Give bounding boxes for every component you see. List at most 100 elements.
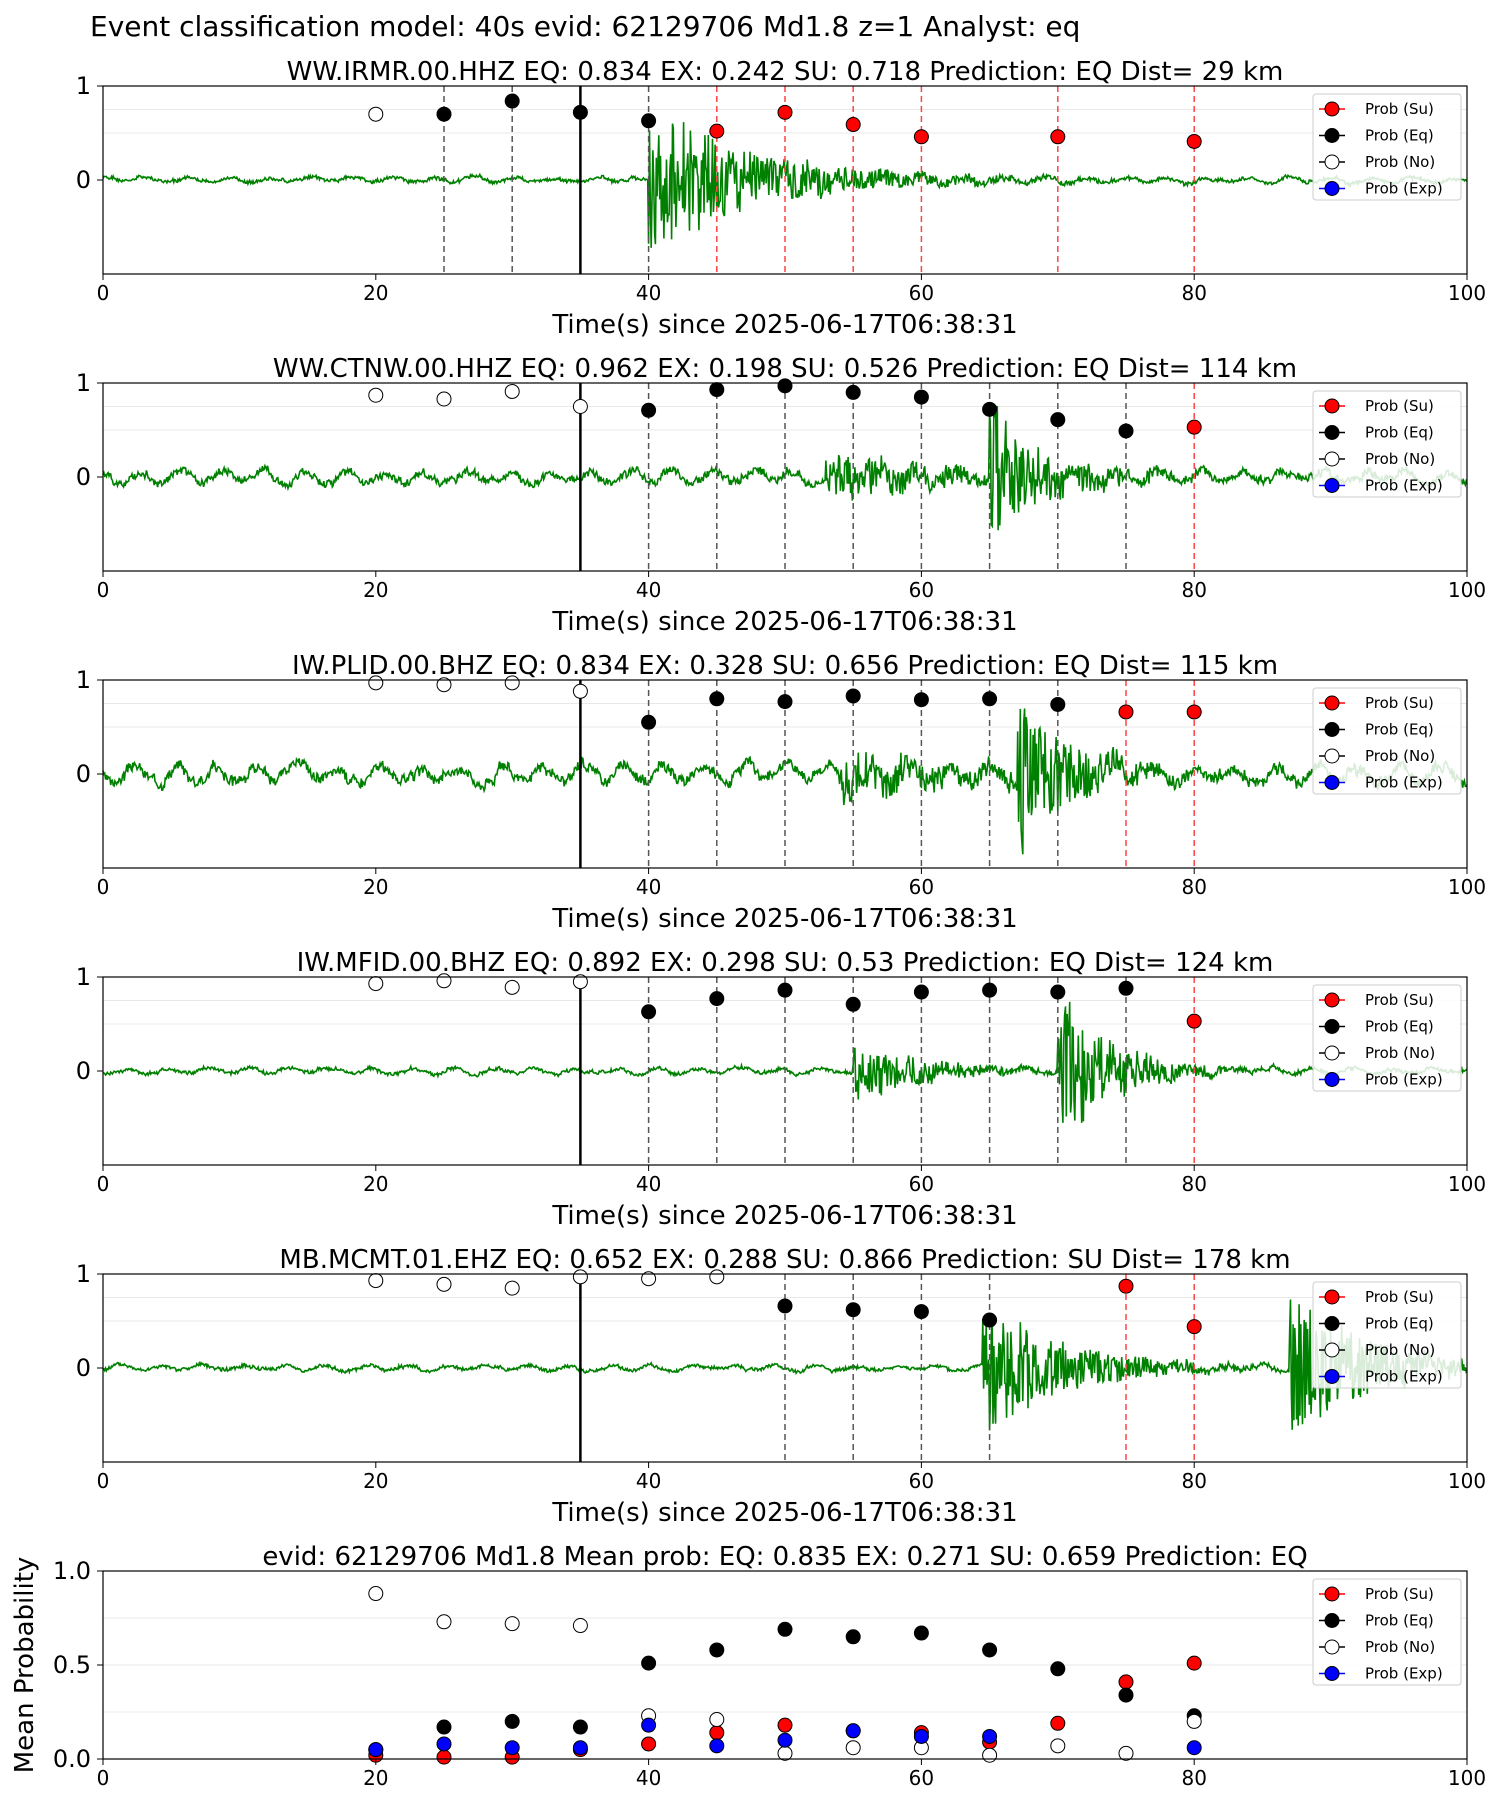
prob-point-no — [436, 391, 452, 407]
prob-point-eq — [1050, 984, 1066, 1000]
panel-title: IW.PLID.00.BHZ EQ: 0.834 EX: 0.328 SU: 0… — [292, 651, 1278, 681]
mean-point-eq — [777, 1621, 793, 1637]
legend-label-exp: Prob (Exp) — [1365, 180, 1443, 198]
mean-point-eq — [709, 1642, 725, 1658]
prob-point-eq — [777, 694, 793, 710]
legend-marker — [1324, 1586, 1340, 1602]
x-tick-label: 40 — [636, 1172, 661, 1196]
legend-marker — [1324, 722, 1340, 737]
mean-point-eq — [504, 1713, 520, 1729]
x-axis-label: Time(s) since 2025-06-17T06:38:31 — [551, 1498, 1017, 1528]
x-axis-label: Time(s) since 2025-06-17T06:38:31 — [551, 1201, 1017, 1231]
legend-label-su: Prob (Su) — [1365, 694, 1434, 712]
prob-point-eq — [504, 93, 520, 109]
legend-box — [1312, 1281, 1462, 1389]
x-tick-label: 20 — [363, 281, 388, 305]
panel-2: Prob (Su)Prob (Eq)Prob (No)Prob (Exp)100… — [76, 354, 1486, 637]
prob-point-eq — [641, 714, 657, 730]
y-tick-label: 0.5 — [53, 1651, 91, 1679]
legend-marker — [1324, 154, 1340, 170]
legend-box — [1312, 93, 1462, 201]
legend-label-no: Prob (No) — [1365, 747, 1435, 765]
panel-4: Prob (Su)Prob (Eq)Prob (No)Prob (Exp)100… — [76, 948, 1486, 1231]
prob-point-no — [572, 1269, 588, 1285]
legend-marker — [1324, 1045, 1340, 1061]
prob-point-eq — [845, 996, 861, 1012]
prob-point-su — [1186, 704, 1202, 720]
legend-marker — [1324, 181, 1340, 196]
legend-marker — [1324, 775, 1340, 790]
mean-point-eq — [982, 1642, 998, 1658]
prob-point-su — [1118, 704, 1134, 720]
mean-point-exp — [845, 1723, 861, 1739]
mean-point-eq — [1118, 1687, 1134, 1703]
x-tick-label: 60 — [909, 1766, 934, 1790]
prob-point-su — [777, 104, 793, 120]
mean-point-no — [982, 1747, 998, 1763]
legend-box — [1312, 687, 1462, 795]
mean-point-exp — [913, 1728, 929, 1744]
prob-point-no — [572, 683, 588, 699]
x-tick-label: 80 — [1181, 1469, 1206, 1493]
x-tick-label: 20 — [363, 578, 388, 602]
y-tick-label: 0.0 — [53, 1745, 91, 1773]
legend-marker — [1324, 425, 1340, 440]
legend-marker — [1324, 1019, 1340, 1034]
panel-title: MB.MCMT.01.EHZ EQ: 0.652 EX: 0.288 SU: 0… — [279, 1245, 1290, 1275]
mean-point-exp — [572, 1740, 588, 1756]
mean-point-no — [1050, 1738, 1066, 1754]
mean-point-exp — [436, 1736, 452, 1752]
legend-marker — [1324, 1639, 1340, 1655]
legend-label-su: Prob (Su) — [1365, 397, 1434, 415]
mean-point-su — [1186, 1655, 1202, 1671]
mean-point-exp — [982, 1728, 998, 1744]
legend-label-su: Prob (Su) — [1365, 1288, 1434, 1306]
panel-title: WW.IRMR.00.HHZ EQ: 0.834 EX: 0.242 SU: 0… — [287, 57, 1284, 87]
prob-point-su — [1186, 1319, 1202, 1335]
mean-point-exp — [777, 1732, 793, 1748]
prob-point-eq — [982, 401, 998, 417]
x-tick-label: 40 — [636, 875, 661, 899]
prob-point-eq — [845, 1302, 861, 1318]
prob-point-su — [1186, 1013, 1202, 1029]
prob-point-eq — [913, 984, 929, 1000]
prob-point-no — [709, 1269, 725, 1285]
prob-point-eq — [572, 104, 588, 120]
prob-point-eq — [982, 982, 998, 998]
legend-label-exp: Prob (Exp) — [1365, 477, 1443, 495]
prob-point-no — [436, 677, 452, 693]
x-tick-label: 0 — [97, 578, 110, 602]
x-tick-label: 80 — [1181, 1766, 1206, 1790]
mean-point-su — [1050, 1715, 1066, 1731]
mean-point-eq — [845, 1629, 861, 1645]
x-axis-label: Time(s) since 2025-06-17T06:38:31 — [551, 904, 1017, 934]
x-tick-label: 80 — [1181, 875, 1206, 899]
legend-marker — [1324, 1369, 1340, 1384]
x-tick-label: 40 — [636, 281, 661, 305]
mean-point-no — [1118, 1745, 1134, 1761]
x-axis-label: Time(s) since 2025-06-17T06:38:31 — [551, 607, 1017, 637]
prob-point-su — [1186, 419, 1202, 435]
prob-point-su — [1050, 129, 1066, 145]
prob-point-eq — [1050, 696, 1066, 712]
mean-point-eq — [1050, 1661, 1066, 1677]
prob-point-eq — [1118, 980, 1134, 996]
legend-marker — [1324, 451, 1340, 467]
mean-point-exp — [641, 1717, 657, 1733]
y-tick-label: 1.0 — [53, 1557, 91, 1585]
prob-point-eq — [982, 691, 998, 707]
mean-point-no — [709, 1712, 725, 1728]
x-tick-label: 100 — [1448, 281, 1486, 305]
legend-label-eq: Prob (Eq) — [1365, 1315, 1434, 1333]
mean-point-su — [1118, 1674, 1134, 1690]
prob-point-no — [436, 1276, 452, 1292]
prob-point-eq — [641, 402, 657, 418]
x-tick-label: 20 — [363, 1766, 388, 1790]
mean-point-su — [777, 1717, 793, 1733]
y-axis-label: Mean Probability — [10, 1557, 40, 1774]
prob-point-eq — [845, 384, 861, 400]
prob-point-no — [572, 399, 588, 414]
y-tick-label: 0 — [76, 1354, 91, 1382]
prob-point-su — [1186, 133, 1202, 149]
